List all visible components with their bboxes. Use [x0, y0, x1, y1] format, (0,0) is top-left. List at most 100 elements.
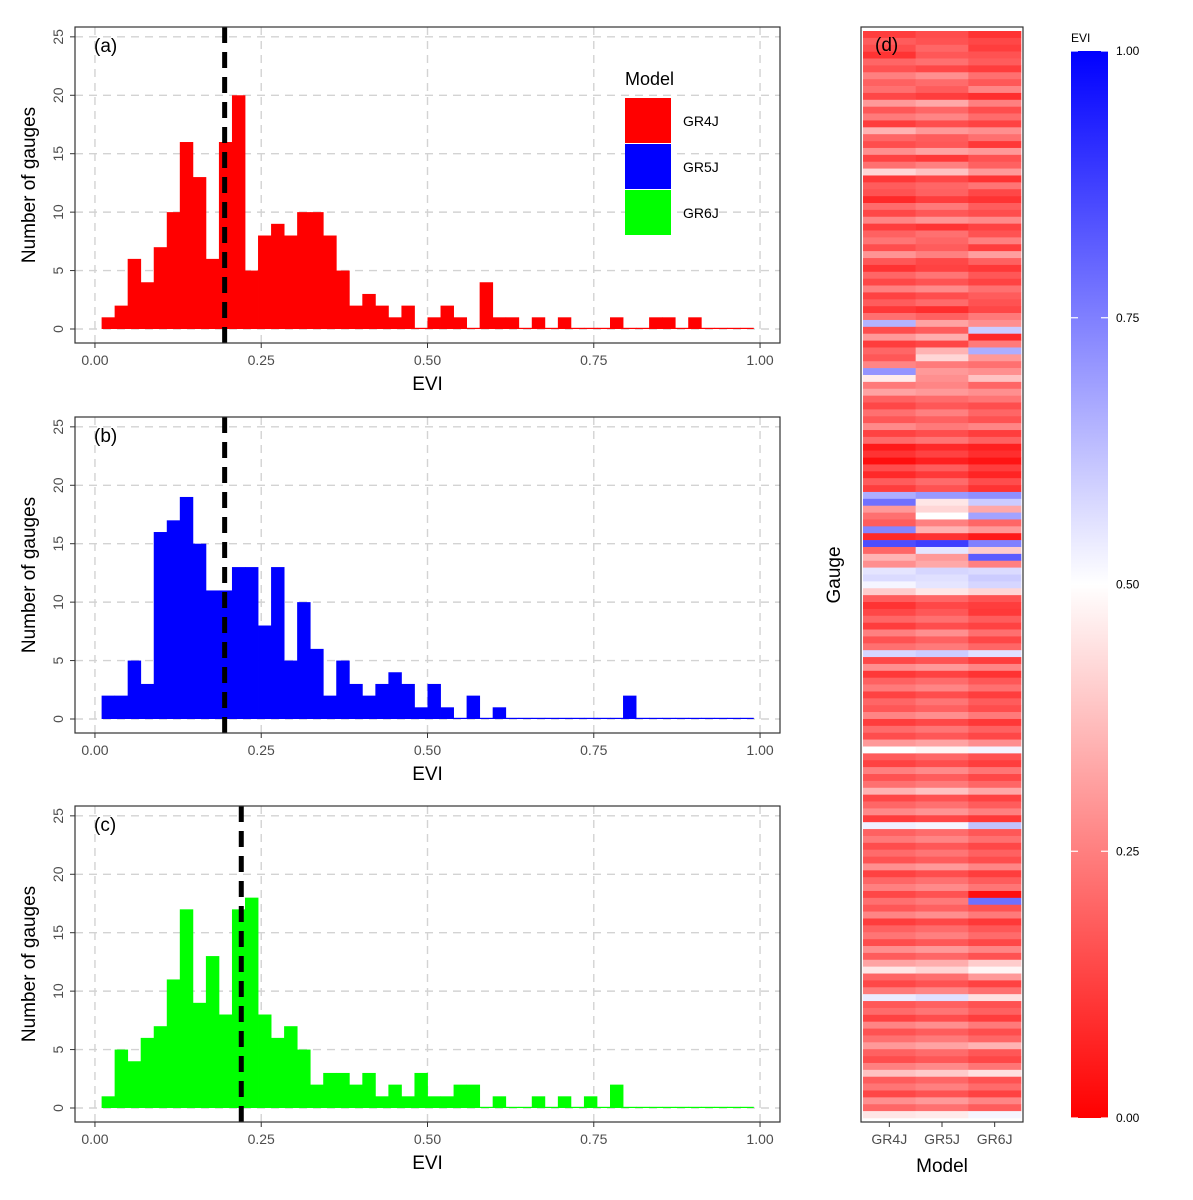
heatmap-cell: [863, 319, 916, 328]
heatmap-cell: [968, 264, 1022, 273]
heatmap-cell: [863, 1049, 916, 1057]
heatmap-cell: [863, 326, 916, 335]
heatmap-cell: [968, 588, 1022, 596]
histogram-bar: [505, 717, 520, 719]
heatmap-cell: [863, 423, 916, 431]
histogram-bar: [362, 1072, 376, 1108]
heatmap-cell: [915, 774, 969, 782]
y-axis-title: Gauge: [824, 546, 845, 603]
heatmap-cell: [863, 58, 916, 66]
heatmap-cell: [968, 340, 1022, 348]
histogram-bar: [271, 567, 285, 719]
histogram-bar: [440, 1096, 454, 1108]
heatmap-cell: [915, 299, 969, 307]
heatmap-cell: [863, 567, 916, 575]
heatmap-cell: [968, 691, 1022, 699]
heatmap-cell: [863, 86, 916, 94]
heatmap-cell: [968, 636, 1022, 644]
heatmap-cell: [968, 643, 1022, 651]
heatmap-cell: [863, 106, 916, 114]
heatmap-cell: [968, 313, 1022, 321]
legend-title: Model: [625, 69, 674, 89]
heatmap-cell: [968, 292, 1022, 300]
heatmap-cell: [915, 113, 969, 121]
heatmap-cell: [968, 381, 1022, 390]
heatmap-cell: [863, 670, 916, 678]
heatmap-cell: [863, 615, 916, 623]
heatmap-cell: [968, 946, 1022, 954]
heatmap-cell: [968, 884, 1022, 892]
heatmap-cell: [863, 512, 916, 520]
histogram-bar: [297, 602, 311, 719]
heatmap-cell: [968, 72, 1022, 80]
heatmap-cell: [863, 560, 916, 568]
heatmap-cell: [915, 994, 969, 1002]
heatmap-cell: [863, 154, 916, 163]
x-axis-title: Model: [916, 1156, 968, 1177]
heatmap-cell: [915, 230, 969, 238]
heatmap-cell: [863, 774, 916, 782]
heatmap-cell: [863, 216, 916, 224]
heatmap-cell: [863, 1035, 916, 1043]
histogram-bar: [701, 717, 715, 719]
heatmap-cell: [915, 540, 969, 548]
histogram-bar: [531, 317, 546, 329]
heatmap-cell: [915, 1049, 969, 1057]
heatmap-cell: [863, 498, 916, 507]
heatmap-cell: [968, 347, 1022, 355]
heatmap-cell: [915, 602, 969, 610]
heatmap-cell: [863, 877, 916, 885]
heatmap-cell: [863, 863, 916, 871]
heatmap-cell: [915, 416, 969, 424]
heatmap-cell: [968, 856, 1022, 864]
heatmap-cell: [915, 760, 969, 768]
heatmap-cell: [863, 457, 916, 465]
heatmap-cell: [863, 629, 916, 637]
heatmap-cell: [968, 760, 1022, 768]
histogram-bar: [127, 258, 142, 329]
heatmap-cell: [968, 753, 1022, 761]
histogram-bar: [205, 590, 220, 719]
heatmap-cell: [915, 808, 969, 816]
heatmap-cell: [863, 787, 916, 795]
histogram-bar: [140, 1037, 155, 1108]
x-tick-label: 0.50: [414, 742, 441, 758]
heatmap-cell: [863, 79, 916, 87]
heatmap-cell: [915, 835, 969, 844]
heatmap-cell: [915, 478, 969, 486]
heatmap-cell: [863, 519, 916, 527]
heatmap-cell: [915, 58, 969, 66]
heatmap-cell: [968, 498, 1022, 507]
histogram-bar: [596, 717, 611, 719]
heatmap-cell: [968, 739, 1022, 747]
histogram-bar: [557, 717, 572, 719]
heatmap-cell: [863, 1104, 916, 1112]
heatmap-cell: [863, 911, 916, 919]
heatmap-cell: [968, 705, 1022, 713]
heatmap-cell: [915, 698, 969, 706]
heatmap-cell: [863, 168, 916, 176]
heatmap-cell: [968, 175, 1022, 183]
heatmap-cell: [915, 223, 969, 231]
y-tick-label: 15: [50, 536, 66, 552]
heatmap-cell: [968, 99, 1022, 107]
heatmap-cell: [968, 835, 1022, 844]
histogram-bar: [336, 1072, 350, 1108]
histogram-bar: [388, 1084, 402, 1108]
heatmap-cell: [968, 1076, 1022, 1084]
heatmap-cell: [863, 65, 916, 73]
y-tick-label: 15: [50, 925, 66, 941]
histogram-bar: [740, 327, 754, 329]
heatmap-cell: [968, 319, 1022, 328]
histogram-bar: [297, 212, 311, 329]
histogram-bar: [258, 625, 272, 719]
heatmap-cell: [863, 946, 916, 954]
histogram-bar: [701, 1106, 715, 1108]
histogram-bar: [662, 317, 676, 329]
histogram-bar: [362, 695, 376, 719]
heatmap-cell: [915, 1007, 969, 1016]
heatmap-cell: [915, 1042, 969, 1050]
histogram-bar: [479, 282, 494, 329]
heatmap-cell: [968, 306, 1022, 314]
histogram-bar: [688, 717, 702, 719]
